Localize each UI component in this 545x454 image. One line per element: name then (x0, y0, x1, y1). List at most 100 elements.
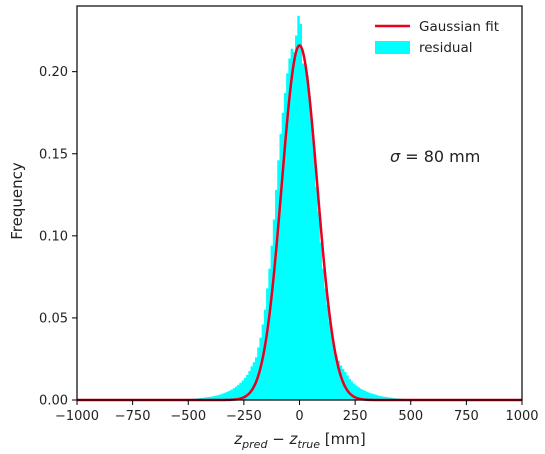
histogram-bar (268, 268, 271, 400)
histogram-bar (263, 309, 267, 400)
sigma-annotation: σ = 80 mm (390, 147, 480, 166)
histogram-bar (250, 366, 254, 400)
histogram-bar (248, 370, 251, 400)
histogram-bar (228, 390, 231, 400)
x-tick-label: −750 (115, 409, 151, 424)
histogram-bar (312, 150, 316, 400)
histogram-bar (232, 388, 236, 400)
histogram-bar (339, 365, 343, 400)
histogram-bar (326, 304, 329, 400)
legend: Gaussian fit residual (375, 19, 499, 56)
x-tick-label: 750 (454, 409, 479, 424)
histogram-bar (230, 389, 234, 400)
histogram-bar (208, 396, 211, 400)
histogram-bar (237, 384, 240, 400)
x-tick-label: 500 (398, 409, 423, 424)
histogram-bar (352, 383, 356, 400)
histogram-bar (301, 63, 305, 400)
histogram-bar (275, 189, 278, 400)
y-tick-label: 0.20 (39, 65, 68, 80)
histogram-bar (266, 288, 269, 400)
histogram-bar (239, 382, 242, 400)
histogram-bar (297, 15, 300, 400)
histogram-bar (319, 242, 323, 400)
histogram-bar (323, 288, 327, 400)
y-tick-label: 0.05 (39, 311, 68, 326)
histogram-bar (370, 393, 374, 400)
histogram-bar (272, 219, 276, 400)
y-tick-label: 0.15 (39, 147, 68, 162)
x-axis-label: zpred − ztrue [mm] (233, 430, 365, 451)
histogram-bar (243, 377, 247, 400)
histogram-bar (283, 93, 287, 400)
x-tick-label: 1000 (505, 409, 538, 424)
histogram-bar (379, 396, 383, 400)
histogram-bar (348, 378, 351, 400)
histogram-bar (241, 380, 245, 400)
histogram-bar (375, 394, 378, 400)
histogram-bar (372, 394, 376, 400)
histogram-bar (346, 375, 349, 400)
x-tick-label: −500 (170, 409, 206, 424)
histogram-bar (223, 392, 227, 400)
histogram-bar (321, 268, 325, 400)
histogram-bar (212, 396, 216, 400)
y-axis-ticks: 0.00 0.05 0.10 0.15 0.20 (39, 65, 77, 409)
histogram-bar (299, 24, 303, 401)
histogram-bar (221, 393, 225, 400)
legend-residual-swatch (375, 41, 410, 54)
histogram-bar (277, 160, 280, 400)
x-tick-label: −1000 (55, 409, 99, 424)
x-tick-label: 0 (295, 409, 303, 424)
histogram-bar (384, 396, 387, 400)
histogram-bar (310, 124, 314, 400)
histogram-bar (214, 395, 218, 400)
y-tick-label: 0.00 (39, 394, 68, 409)
histogram-bar (308, 96, 311, 401)
histogram-bar (315, 186, 318, 400)
x-tick-label: 250 (343, 409, 368, 424)
histogram-bar (286, 73, 289, 400)
histogram-bar (330, 334, 334, 400)
histogram-bar (381, 396, 385, 400)
histogram-bar (337, 360, 340, 400)
legend-fit-label: Gaussian fit (419, 19, 499, 35)
histogram-bar (290, 48, 294, 400)
y-axis-label: Frequency (8, 162, 26, 240)
histogram-bar (377, 395, 380, 400)
histogram-bar (359, 388, 363, 400)
histogram-bar (366, 391, 369, 400)
y-tick-label: 0.10 (39, 229, 68, 244)
histogram-bar (270, 245, 274, 400)
histogram-bar (219, 394, 222, 400)
x-tick-label: −250 (226, 409, 262, 424)
histogram-bar (279, 134, 282, 401)
histogram-bar (306, 74, 309, 400)
histogram-bar (226, 391, 229, 400)
legend-residual-label: residual (419, 40, 473, 56)
histogram-bar (252, 362, 256, 400)
histogram-bar (217, 395, 220, 400)
histogram-bar (246, 374, 249, 400)
histogram-bar (303, 65, 307, 400)
histogram-bar (288, 58, 291, 401)
histogram-bar (328, 321, 331, 400)
x-axis-ticks: −1000 −750 −500 −250 0 250 500 750 1000 (55, 400, 539, 424)
histogram-bar (295, 35, 298, 401)
histogram-bar (210, 396, 214, 400)
histogram-bar (292, 51, 296, 400)
histogram-bar (364, 390, 367, 400)
histogram-bar (317, 211, 320, 400)
histogram-bar (335, 355, 338, 400)
histogram-bar (332, 345, 336, 400)
histogram-bar (386, 397, 389, 400)
histogram-bar (357, 387, 360, 400)
histogram-bars (186, 15, 414, 401)
histogram-bar (350, 381, 354, 400)
histogram-bar (281, 112, 285, 400)
histogram-bar (368, 392, 371, 400)
histogram-bar (234, 386, 238, 400)
histogram-bar (361, 389, 365, 400)
histogram-bar (355, 385, 358, 400)
